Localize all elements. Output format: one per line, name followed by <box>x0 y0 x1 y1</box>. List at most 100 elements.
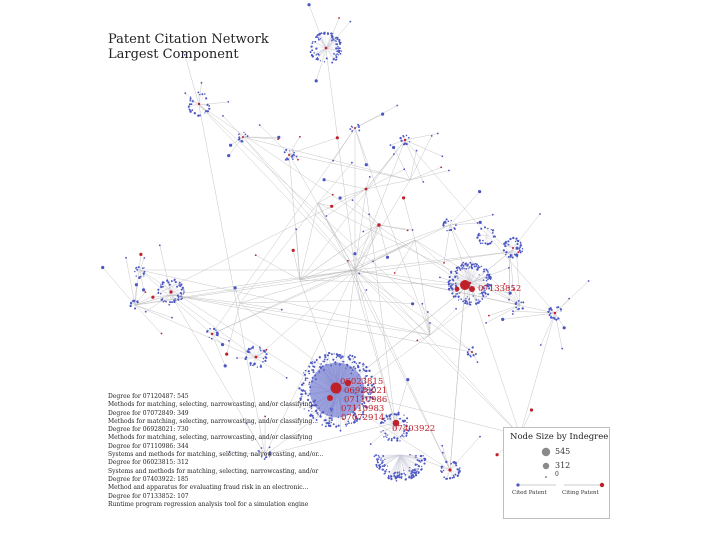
cited-node <box>329 417 331 419</box>
citation-edge <box>404 198 415 240</box>
cited-node <box>390 478 392 480</box>
cited-node <box>415 474 417 476</box>
legend-box: Node Size by Indegree 545 312 0 Cited Pa… <box>503 427 610 519</box>
cited-node <box>480 228 482 230</box>
cited-node <box>399 476 401 478</box>
citing-node <box>471 351 473 353</box>
graph-node <box>479 436 481 438</box>
cited-node <box>482 299 483 300</box>
cited-node <box>451 292 453 294</box>
cited-node <box>467 263 469 265</box>
cited-node <box>160 293 162 295</box>
cited-node <box>387 418 389 420</box>
cited-node <box>336 53 338 55</box>
cited-node <box>134 307 136 309</box>
cited-node <box>285 149 287 151</box>
cited-node <box>263 358 264 359</box>
cited-node <box>331 62 333 64</box>
cited-node <box>382 460 383 461</box>
cited-node <box>382 430 383 431</box>
citation-edge <box>256 358 287 378</box>
citation-edge <box>326 189 366 216</box>
graph-node <box>281 309 283 311</box>
cited-node <box>509 238 511 240</box>
cited-node <box>349 354 351 356</box>
cited-node <box>345 424 346 425</box>
cited-node <box>207 110 209 112</box>
cited-node <box>450 271 452 273</box>
graph-node <box>315 79 318 82</box>
cited-node <box>383 469 384 470</box>
cited-node <box>249 362 251 364</box>
cited-node <box>519 248 521 250</box>
cited-node <box>396 476 398 478</box>
citation-edge <box>520 313 555 435</box>
legend-size-large <box>542 448 550 456</box>
info-line: Method and apparatus for evaluating frau… <box>108 484 328 492</box>
graph-node <box>515 253 518 256</box>
cited-node <box>310 45 312 47</box>
cited-node <box>480 242 482 244</box>
info-line: Runtime program regression analysis tool… <box>108 501 328 509</box>
graph-node <box>421 303 423 305</box>
cited-node <box>394 472 396 474</box>
cited-node <box>483 295 485 297</box>
cited-node <box>415 464 417 466</box>
cited-node <box>320 60 321 61</box>
cited-node <box>461 263 463 265</box>
citation-edge <box>199 105 355 270</box>
cited-node <box>324 33 326 35</box>
cited-node <box>245 134 247 136</box>
cited-node <box>481 266 482 267</box>
cited-node <box>350 129 351 130</box>
citing-node <box>169 290 172 293</box>
cited-node <box>338 425 340 427</box>
citation-edge <box>185 55 199 105</box>
cited-node <box>483 279 485 281</box>
cited-node <box>189 98 191 100</box>
cited-node <box>376 458 378 460</box>
cited-node <box>393 413 395 415</box>
cited-node <box>383 436 384 437</box>
cited-node <box>477 302 479 304</box>
citation-edge <box>340 252 510 390</box>
citation-edge <box>489 305 520 316</box>
info-line: Degree for 07403922: 185 <box>108 476 328 484</box>
cited-node <box>354 361 356 363</box>
cited-node <box>294 155 295 156</box>
cited-node <box>405 479 407 481</box>
cited-node <box>443 222 444 223</box>
graph-node <box>142 288 145 291</box>
graph-node <box>427 311 429 313</box>
cited-node <box>458 267 460 269</box>
graph-node <box>539 213 541 215</box>
cited-node <box>455 285 457 287</box>
cited-node <box>346 425 347 426</box>
citation-edge <box>405 140 442 156</box>
cited-node <box>445 461 447 463</box>
graph-node <box>477 222 479 224</box>
cited-node <box>468 353 469 354</box>
citing-node <box>255 356 258 359</box>
citation-edge <box>360 300 413 304</box>
cited-node <box>336 43 338 45</box>
cited-node <box>441 471 442 472</box>
citation-edge <box>103 268 135 306</box>
cited-node <box>160 299 162 301</box>
cited-node <box>358 126 360 128</box>
cited-node <box>454 276 456 278</box>
cited-node <box>453 476 455 478</box>
cited-node <box>451 287 453 289</box>
cited-node <box>163 282 165 284</box>
citation-edge <box>324 180 366 189</box>
cited-node <box>391 439 393 441</box>
graph-node <box>568 298 570 300</box>
cited-node <box>134 271 135 272</box>
cited-node <box>346 423 348 425</box>
cited-node <box>324 361 326 363</box>
cited-node <box>327 354 329 356</box>
node-label-07133852: 07133852 <box>478 284 521 294</box>
node-label-07403922: 07403922 <box>392 424 435 434</box>
cited-node <box>215 329 217 331</box>
cited-node <box>336 357 337 358</box>
